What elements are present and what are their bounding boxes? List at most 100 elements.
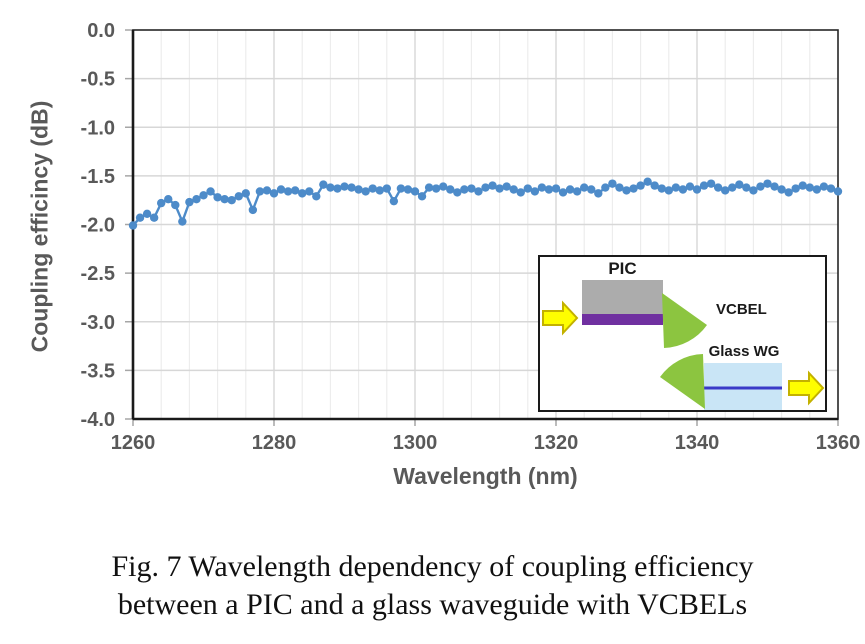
data-point [594, 189, 603, 198]
data-point [142, 209, 152, 219]
data-point [269, 189, 279, 198]
data-point [622, 186, 631, 195]
data-point [213, 193, 222, 202]
data-point [488, 181, 497, 190]
inset-diagram: PIC VCBEL Glass WG [538, 255, 827, 412]
y-tick-label: -2.0 [81, 215, 115, 237]
data-point [502, 182, 511, 191]
vcbel-mirror-lower-icon [660, 354, 705, 409]
data-point [312, 192, 321, 201]
data-point [721, 186, 730, 195]
data-point [544, 185, 554, 194]
pic-label: PIC [608, 259, 637, 278]
y-tick-label: -0.5 [81, 69, 115, 91]
output-light-arrow-icon [788, 370, 825, 406]
data-point [565, 185, 575, 194]
data-point [403, 185, 413, 194]
data-point [643, 177, 652, 186]
data-point [699, 181, 709, 190]
data-point [763, 179, 772, 188]
data-point [368, 184, 377, 193]
chart-area: 0.0 -0.5 -1.0 -1.5 -2.0 -2.5 -3.0 -3.5 -4.0 1260 1… [26, 20, 861, 489]
data-point [495, 184, 504, 193]
y-tick-label: -1.5 [81, 166, 115, 188]
data-point [671, 183, 681, 192]
data-point [171, 200, 180, 210]
figure-caption: Fig. 7 Wavelength dependency of coupling… [0, 548, 865, 624]
y-tick-label: -1.0 [81, 117, 115, 139]
data-point [333, 184, 342, 193]
data-point [389, 196, 399, 206]
pic-body [582, 280, 663, 314]
y-tick-label: -3.5 [81, 360, 115, 382]
data-point [185, 197, 194, 207]
data-point [558, 188, 568, 197]
data-point [735, 180, 744, 189]
data-point [227, 195, 236, 205]
y-tick-label: -2.5 [81, 263, 115, 285]
data-point [446, 185, 455, 194]
caption-line-2: between a PIC and a glass waveguide with… [117, 588, 748, 621]
data-point [149, 213, 159, 222]
data-point [467, 184, 476, 193]
data-point [220, 195, 229, 204]
data-point [509, 185, 518, 194]
data-point [608, 179, 617, 188]
data-point [615, 183, 624, 192]
data-point [770, 182, 779, 191]
data-point [255, 187, 265, 196]
data-point [650, 181, 659, 190]
data-point [657, 184, 666, 193]
data-point [410, 187, 420, 196]
data-point [248, 205, 258, 215]
data-point [516, 188, 525, 197]
data-point [685, 182, 695, 191]
data-point [305, 187, 314, 196]
data-point [192, 195, 201, 204]
vcbel-label: VCBEL [716, 301, 767, 318]
caption-line-1: Fig. 7 Wavelength dependency of coupling… [111, 550, 754, 583]
data-point [826, 184, 836, 193]
data-point [572, 187, 582, 196]
data-point [692, 185, 702, 194]
data-point [128, 221, 138, 230]
data-point [298, 189, 307, 198]
data-point [417, 192, 427, 201]
data-point [481, 183, 490, 192]
data-point [587, 185, 596, 194]
data-point [551, 184, 561, 193]
data-point [474, 187, 483, 196]
data-point [798, 181, 807, 190]
data-point [431, 184, 441, 193]
data-point [241, 189, 250, 198]
data-point [234, 192, 243, 201]
y-tick-label: 0.0 [87, 20, 115, 42]
data-point [326, 183, 335, 192]
data-point [636, 181, 645, 190]
y-tick-label: -3.0 [81, 312, 115, 334]
data-point [453, 188, 462, 197]
data-point [375, 186, 384, 195]
pic-waveguide-layer [582, 314, 663, 325]
data-point [530, 187, 540, 196]
data-point [290, 186, 300, 195]
data-point [276, 185, 286, 194]
data-point [777, 185, 786, 194]
data-point [354, 185, 363, 194]
data-point [178, 217, 187, 226]
data-point [601, 183, 610, 192]
data-point [664, 186, 673, 195]
data-point [361, 187, 370, 196]
data-point [199, 191, 208, 200]
input-light-arrow-icon [542, 300, 579, 336]
data-point [749, 186, 758, 195]
data-point [396, 184, 406, 193]
data-point [784, 188, 793, 197]
data-point [439, 182, 448, 191]
x-tick-label: 1320 [534, 432, 579, 454]
y-axis-title: Coupling efficincy (dB) [26, 100, 53, 353]
data-point [206, 187, 215, 196]
data-point [347, 183, 356, 192]
data-point [713, 183, 723, 192]
